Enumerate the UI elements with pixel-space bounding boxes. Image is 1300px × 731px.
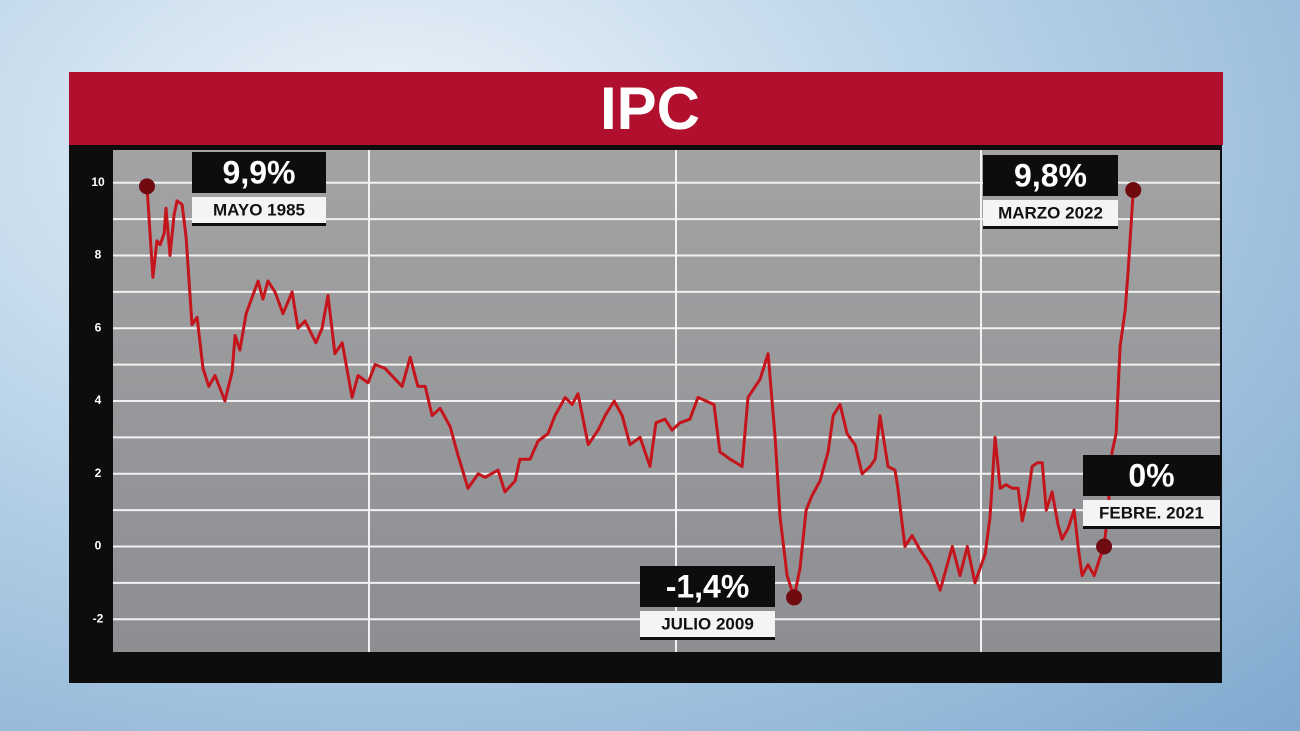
annotation-date-underline xyxy=(192,223,326,226)
annotation-value-box xyxy=(1083,455,1220,496)
annotation-date: MAYO 1985 xyxy=(213,200,305,219)
annotation-date-underline xyxy=(1083,526,1220,529)
y-tick-label: 0 xyxy=(95,539,102,553)
annotation-value: 9,8% xyxy=(1014,157,1087,193)
data-line xyxy=(145,186,1135,599)
annotation-date: FEBRE. 2021 xyxy=(1099,503,1204,522)
highlight-point xyxy=(786,589,803,606)
annotation-value-box xyxy=(640,566,775,607)
annotation-date: JULIO 2009 xyxy=(661,614,754,633)
y-tick-label: 10 xyxy=(91,175,105,189)
y-tick-label: 4 xyxy=(95,393,102,407)
annotation-date-box xyxy=(1083,500,1220,528)
title-bar xyxy=(69,72,1223,145)
annotation-value-box xyxy=(192,152,326,193)
highlight-point xyxy=(1096,538,1113,555)
y-tick-label: 2 xyxy=(95,466,102,480)
highlight-point xyxy=(1125,182,1142,199)
annotation-date-box xyxy=(983,200,1118,228)
y-tick-label: 6 xyxy=(95,320,102,334)
annotation-date-box xyxy=(192,197,326,225)
annotation-date: MARZO 2022 xyxy=(998,203,1103,222)
annotation-date-underline xyxy=(640,637,775,640)
annotation-value: 9,9% xyxy=(223,154,296,190)
y-tick-label: 8 xyxy=(95,248,102,262)
annotation-value-box xyxy=(983,155,1118,196)
annotation-value: 0% xyxy=(1128,457,1174,493)
annotation-date-underline xyxy=(983,226,1118,229)
chart-title: IPC xyxy=(600,75,700,142)
y-tick-label: -2 xyxy=(93,611,104,625)
annotation-value: -1,4% xyxy=(666,568,750,604)
annotation-date-box xyxy=(640,611,775,639)
highlight-point xyxy=(138,178,155,195)
